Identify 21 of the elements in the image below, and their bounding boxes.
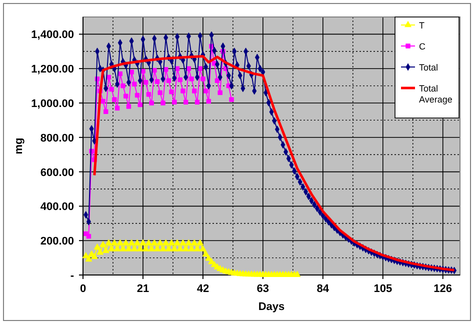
- x-tick-label: 63: [256, 283, 270, 295]
- legend-label: Total Average: [419, 84, 452, 104]
- legend-label: T: [419, 20, 425, 30]
- y-tick-label: 200.00: [40, 236, 74, 248]
- x-tick-label: 0: [80, 283, 86, 295]
- x-tick-label: 42: [196, 283, 210, 295]
- y-tick-label: 600.00: [40, 166, 74, 179]
- y-tick-label: 400.00: [40, 201, 74, 214]
- y-tick-label: 800.00: [40, 132, 74, 144]
- legend-label: C: [419, 42, 426, 52]
- y-tick-label: 1,400.00: [31, 29, 74, 42]
- x-tick-label: 84: [316, 283, 330, 295]
- x-tick-label: 105: [374, 283, 392, 295]
- x-axis-title: Days: [258, 301, 285, 313]
- legend-label: Total: [419, 62, 438, 72]
- x-tick-label: 126: [434, 283, 452, 295]
- y-tick-label: 1,200.00: [31, 64, 74, 76]
- x-tick-label: 21: [136, 283, 150, 295]
- y-tick-label: 1,000.00: [31, 98, 74, 110]
- y-tick-label: -: [70, 270, 74, 282]
- y-axis-title: mg: [13, 138, 25, 154]
